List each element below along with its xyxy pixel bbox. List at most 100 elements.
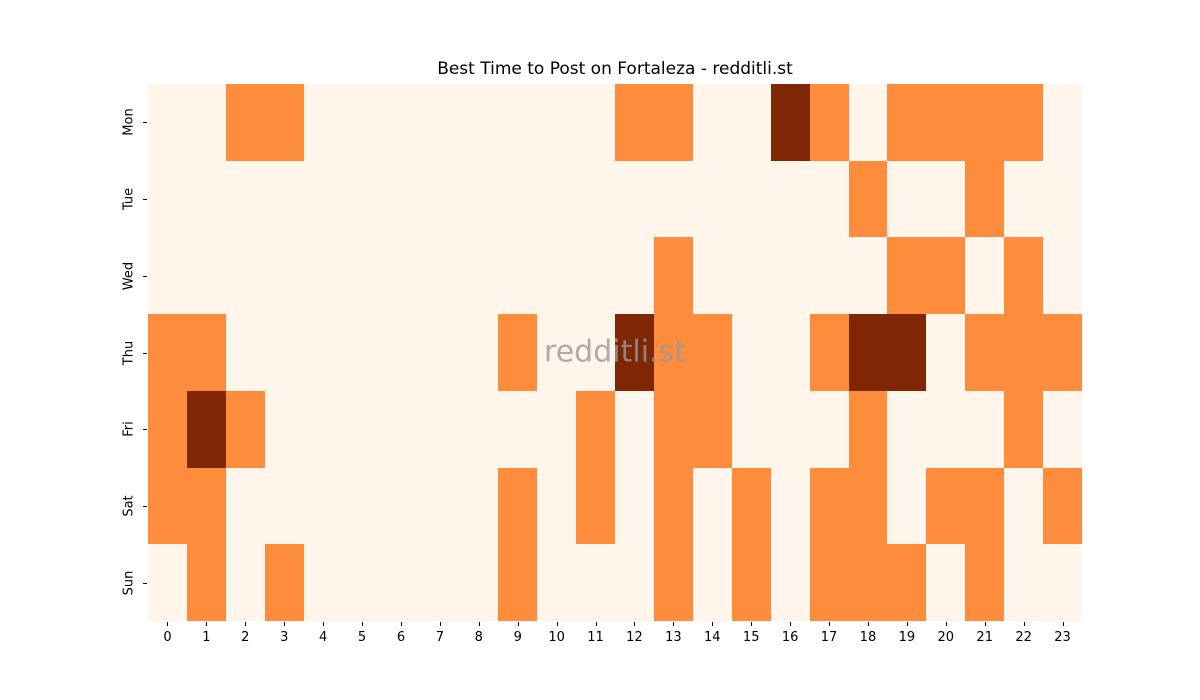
heatmap-cell-Sun-23 (1043, 544, 1082, 621)
x-tick-mark (984, 622, 986, 626)
heatmap-cell-Wed-19 (887, 237, 927, 315)
heatmap-cell-Tue-12 (615, 160, 654, 238)
x-tick-mark (556, 622, 558, 626)
heatmap-cell-Wed-20 (926, 237, 966, 315)
heatmap-cell-Wed-22 (1004, 237, 1044, 315)
heatmap-cell-Wed-14 (692, 237, 732, 315)
x-tick-label-4: 4 (318, 630, 328, 645)
heatmap-cell-Mon-1 (186, 84, 226, 161)
y-tick-mark (143, 429, 147, 431)
x-tick-label-11: 11 (587, 630, 604, 645)
heatmap-cell-Sun-1 (186, 544, 226, 621)
heatmap-cell-Fri-20 (926, 390, 966, 468)
heatmap-cell-Sat-1 (186, 467, 226, 545)
heatmap-cell-Mon-9 (498, 84, 538, 161)
heatmap-cell-Tue-14 (692, 160, 732, 238)
heatmap-cell-Tue-18 (848, 160, 888, 238)
x-tick-mark (867, 622, 869, 626)
x-tick-label-9: 9 (513, 630, 522, 645)
heatmap-cell-Sun-5 (342, 544, 382, 621)
y-tick-mark (143, 122, 147, 124)
heatmap-cell-Sat-18 (848, 467, 888, 545)
heatmap-cell-Tue-19 (887, 160, 927, 238)
heatmap-cell-Sat-6 (381, 467, 421, 545)
heatmap-cell-Thu-3 (264, 314, 304, 391)
heatmap-cell-Sun-17 (809, 544, 849, 621)
heatmap-cell-Mon-8 (459, 84, 499, 161)
heatmap-cell-Mon-0 (148, 84, 187, 161)
heatmap-cell-Tue-5 (342, 160, 382, 238)
heatmap-cell-Tue-9 (498, 160, 538, 238)
heatmap-cell-Tue-7 (420, 160, 460, 238)
heatmap-grid (148, 84, 1082, 621)
heatmap-cell-Sat-20 (926, 467, 966, 545)
heatmap-cell-Thu-13 (653, 314, 693, 391)
heatmap-cell-Sat-0 (148, 467, 187, 545)
heatmap-cell-Sat-8 (459, 467, 499, 545)
heatmap-cell-Wed-18 (848, 237, 888, 315)
heatmap-cell-Mon-5 (342, 84, 382, 161)
heatmap-cell-Thu-23 (1043, 314, 1082, 391)
heatmap-cell-Sat-12 (615, 467, 654, 545)
chart-title: Best Time to Post on Fortaleza - redditl… (437, 59, 793, 79)
heatmap-cell-Sat-2 (225, 467, 265, 545)
heatmap-cell-Sat-19 (887, 467, 927, 545)
heatmap-cell-Mon-2 (225, 84, 265, 161)
heatmap-cell-Thu-7 (420, 314, 460, 391)
heatmap-cell-Mon-20 (926, 84, 966, 161)
heatmap-cell-Wed-21 (965, 237, 1005, 315)
heatmap-cell-Fri-19 (887, 390, 927, 468)
heatmap-cell-Sun-2 (225, 544, 265, 621)
x-tick-mark (712, 622, 714, 626)
heatmap-cell-Mon-14 (692, 84, 732, 161)
y-tick-mark (143, 505, 147, 507)
heatmap-cell-Tue-0 (148, 160, 187, 238)
heatmap-cell-Fri-8 (459, 390, 499, 468)
heatmap-cell-Sun-0 (148, 544, 187, 621)
heatmap-cell-Mon-6 (381, 84, 421, 161)
heatmap-cell-Sun-14 (692, 544, 732, 621)
heatmap-cell-Wed-9 (498, 237, 538, 315)
heatmap-cell-Mon-4 (303, 84, 343, 161)
heatmap-cell-Sat-5 (342, 467, 382, 545)
heatmap-cell-Wed-23 (1043, 237, 1082, 315)
heatmap-cell-Sat-15 (731, 467, 771, 545)
x-tick-label-20: 20 (937, 630, 955, 645)
heatmap-cell-Sat-17 (809, 467, 849, 545)
x-tick-label-0: 0 (163, 630, 172, 645)
heatmap-cell-Fri-16 (770, 390, 810, 468)
y-tick-label-Sat: Sat (121, 495, 137, 517)
heatmap-cell-Fri-10 (537, 390, 577, 468)
heatmap-cell-Thu-16 (770, 314, 810, 391)
heatmap-cell-Sat-22 (1004, 467, 1044, 545)
x-tick-mark (206, 622, 208, 626)
heatmap-cell-Tue-13 (653, 160, 693, 238)
y-tick-label-Thu: Thu (121, 340, 137, 365)
heatmap-cell-Mon-18 (848, 84, 888, 161)
heatmap-cell-Wed-8 (459, 237, 499, 315)
heatmap-cell-Wed-1 (186, 237, 226, 315)
x-tick-mark (439, 622, 441, 626)
y-tick-label-Fri: Fri (121, 421, 137, 437)
heatmap-cell-Thu-21 (965, 314, 1005, 391)
x-tick-mark (829, 622, 831, 626)
heatmap-cell-Sun-20 (926, 544, 966, 621)
heatmap-cell-Fri-7 (420, 390, 460, 468)
x-tick-mark (751, 622, 753, 626)
heatmap-cell-Sun-7 (420, 544, 460, 621)
heatmap-cell-Sat-4 (303, 467, 343, 545)
heatmap-cell-Wed-11 (576, 237, 615, 315)
heatmap-cell-Tue-6 (381, 160, 421, 238)
heatmap-cell-Wed-4 (303, 237, 343, 315)
heatmap-cell-Sun-12 (615, 544, 654, 621)
heatmap-cell-Fri-2 (225, 390, 265, 468)
x-tick-label-14: 14 (704, 630, 721, 645)
x-tick-label-13: 13 (665, 630, 682, 645)
x-tick-mark (1062, 622, 1064, 626)
x-tick-label-19: 19 (898, 630, 916, 645)
heatmap-cell-Thu-2 (225, 314, 265, 391)
heatmap-cell-Wed-6 (381, 237, 421, 315)
heatmap-cell-Sat-3 (264, 467, 304, 545)
heatmap-cell-Sat-16 (770, 467, 810, 545)
heatmap-cell-Sun-9 (498, 544, 538, 621)
